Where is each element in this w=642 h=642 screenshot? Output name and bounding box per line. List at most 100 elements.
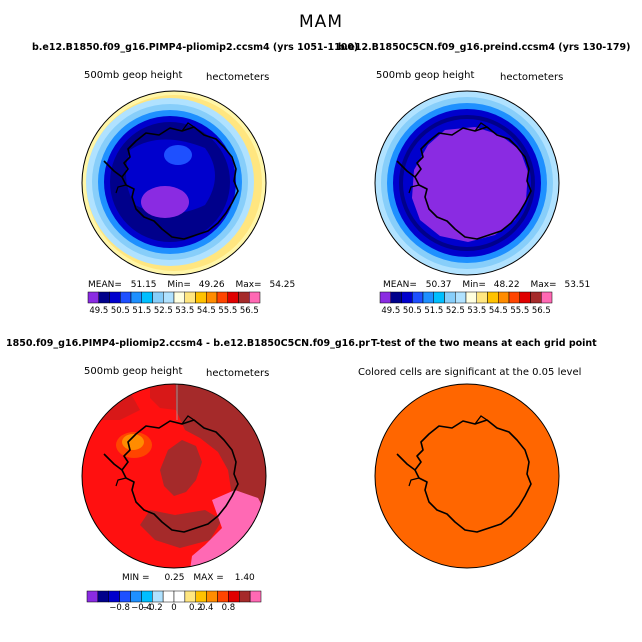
colorbar-swatch <box>487 291 499 304</box>
units-label-top-right: hectometers <box>500 72 564 83</box>
colorbar-tick-label: 52.5 <box>153 306 173 316</box>
colorbar-swatch <box>195 590 207 603</box>
diff-region <box>150 384 176 410</box>
stats-top-left: MEAN= 51.15 Min= 49.26 Max= 54.25 <box>88 280 295 290</box>
colorbar-ticks-top-right: 49.5 50.5 51.5 52.5 53.5 54.5 55.5 56.5 <box>0 306 642 318</box>
variable-label-top-right: 500mb geop height <box>376 70 475 81</box>
colorbar-swatch <box>401 291 413 304</box>
colorbar-tick-label: 56.5 <box>239 306 259 316</box>
panel-title-top-left: b.e12.B1850.f09_g16.PIMP4-pliomip2.ccsm4… <box>32 42 359 53</box>
diff-region-max-local <box>122 434 144 450</box>
colorbar-swatch <box>422 291 434 304</box>
colorbar-tick-label: 53.5 <box>467 306 487 316</box>
colorbar-swatch <box>216 291 228 304</box>
colorbar-tick-label: 0.8 <box>221 603 236 613</box>
colorbar-swatch <box>379 291 391 304</box>
mean-label: MEAN= <box>88 280 122 290</box>
contour-min-region <box>141 186 189 218</box>
map-top-left <box>82 91 266 275</box>
colorbar-swatch <box>120 291 132 304</box>
min-value: 49.26 <box>198 280 225 290</box>
colorbar-swatch <box>206 291 218 304</box>
colorbar-ticks-top-left: 49.5 50.5 51.5 52.5 53.5 54.5 55.5 56.5 <box>0 306 642 318</box>
colorbar-swatch <box>206 590 218 603</box>
map-bottom-right <box>375 384 559 568</box>
colorbar-swatch <box>390 291 402 304</box>
min-value: 0.25 <box>164 573 185 583</box>
colorbar-swatch <box>184 590 197 603</box>
colorbar-tick-label: 56.5 <box>531 306 551 316</box>
contour-region <box>164 145 192 165</box>
diff-region <box>82 384 140 420</box>
colorbar-tick-label: −0.8 <box>109 603 130 613</box>
map-border <box>81 90 267 276</box>
units-label-top-left: hectometers <box>206 72 270 83</box>
colorbar-tick-label: 53.5 <box>175 306 195 316</box>
max-value: 53.51 <box>564 280 591 290</box>
colorbar-tick-label: 54.5 <box>196 306 216 316</box>
colorbar-swatch <box>195 291 207 304</box>
map-border <box>374 383 560 569</box>
ttest-subtitle: Colored cells are significant at the 0.0… <box>358 367 582 378</box>
colorbar-tick-label: 50.5 <box>110 306 130 316</box>
colorbar-swatch <box>238 291 250 304</box>
colorbar-swatch <box>476 291 488 304</box>
colorbar-tick-label: 52.5 <box>445 306 465 316</box>
colorbar-swatch <box>97 590 110 603</box>
panel-title-top-right: b.e12.B1850C5CN.f09_g16.preind.ccsm4 (yr… <box>338 42 631 53</box>
stats-bottom-left: MIN = 0.25 MAX = 1.40 <box>122 573 255 583</box>
colorbar-tick-label: 0.4 <box>199 603 214 613</box>
colorbar-tick-label: 0 <box>171 603 177 613</box>
map-bottom-left <box>82 384 266 568</box>
colorbar-swatch <box>86 590 99 603</box>
colorbar-tick-label: 55.5 <box>510 306 530 316</box>
colorbar-tick-label: 50.5 <box>402 306 422 316</box>
colorbar-swatch <box>98 291 110 304</box>
colorbar-swatch <box>530 291 542 304</box>
colorbar-tick-label: 51.5 <box>132 306 152 316</box>
colorbar-swatch <box>217 590 229 603</box>
colorbar-swatch <box>541 291 553 304</box>
colorbar-tick-label: −0.2 <box>141 603 163 613</box>
mean-value: 51.15 <box>130 280 157 290</box>
colorbar-swatch <box>412 291 424 304</box>
colorbar-tick-label: 55.5 <box>218 306 238 316</box>
colorbar-swatch <box>455 291 467 304</box>
colorbar-swatch <box>249 291 261 304</box>
colorbar-swatch <box>130 590 142 603</box>
colorbar-top-right <box>379 291 553 304</box>
colorbar-swatch <box>249 590 262 603</box>
colorbar-tick-label: −0.4 <box>131 603 152 613</box>
colorbar-bottom-left <box>86 590 262 603</box>
colorbar-swatch <box>163 291 175 304</box>
panel-title-bottom-right: T-test of the two means at each grid poi… <box>370 338 597 349</box>
max-value: 1.40 <box>234 573 255 583</box>
colorbar-swatch <box>227 291 239 304</box>
contour-min-region <box>412 127 528 242</box>
min-label: Min= <box>462 280 486 290</box>
map-top-right <box>375 91 559 275</box>
max-label: Max= <box>235 280 262 290</box>
variable-label-top-left: 500mb geop height <box>84 70 183 81</box>
colorbar-swatch <box>498 291 510 304</box>
colorbar-swatch <box>465 291 477 304</box>
units-label-bottom-left: hectometers <box>206 368 270 379</box>
min-label: MIN = <box>122 573 150 583</box>
colorbar-swatch <box>184 291 196 304</box>
max-value: 54.25 <box>269 280 296 290</box>
diff-region-high <box>160 440 202 496</box>
colorbar-ticks-bottom-left: −0.8 −0.4 −0.2 0 0.2 0.4 0.8 <box>0 603 642 615</box>
max-label: MAX = <box>193 573 224 583</box>
colorbar-swatch <box>152 590 164 603</box>
figure-title: MAM <box>299 12 343 32</box>
colorbar-swatch <box>173 590 186 603</box>
map-border <box>81 383 267 569</box>
colorbar-swatch <box>508 291 520 304</box>
colorbar-swatch <box>433 291 445 304</box>
colorbar-swatch <box>173 291 185 304</box>
panel-title-bottom-left: 1850.f09_g16.PIMP4-pliomip2.ccsm4 - b.e1… <box>6 338 431 349</box>
colorbar-tick-label: 51.5 <box>424 306 444 316</box>
colorbar-swatch <box>239 590 251 603</box>
